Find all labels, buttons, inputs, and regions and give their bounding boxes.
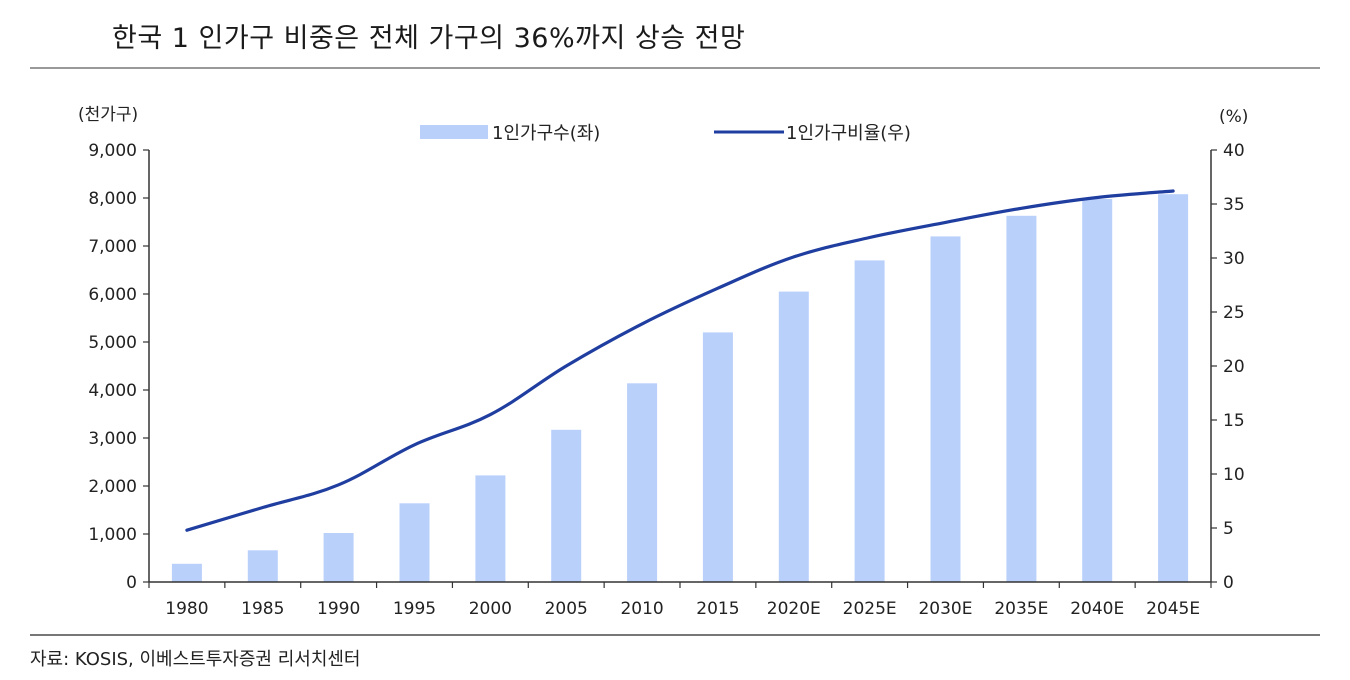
x-tick-label: 1995	[393, 599, 436, 619]
x-tick-label: 2020E	[767, 599, 821, 619]
legend-bar-swatch	[420, 125, 488, 139]
right-axis-ticks: 0 5 10 15 20 25 30 35 40	[1211, 141, 1245, 593]
y-left-tick-label: 0	[126, 573, 137, 593]
y-right-tick-label: 40	[1223, 141, 1245, 161]
chart: (천가구) (%) 1인가구수(좌) 1인가구비율(우) 0 1,000 2,000…	[78, 105, 1248, 619]
source-note: 자료: KOSIS, 이베스트투자증권 리서치센터	[30, 649, 361, 670]
y-right-tick-label: 30	[1223, 249, 1245, 269]
bar-2030E	[930, 236, 961, 582]
y-right-axis-label: (%)	[1219, 107, 1248, 127]
bar-1985	[247, 550, 278, 582]
y-left-tick-label: 5,000	[88, 333, 137, 353]
bar-2020E	[778, 291, 809, 582]
y-left-tick-label: 2,000	[88, 477, 137, 497]
y-right-tick-label: 5	[1223, 519, 1234, 539]
y-left-tick-label: 4,000	[88, 381, 137, 401]
bar-1980	[171, 563, 202, 582]
x-tick-label: 2015	[696, 599, 739, 619]
bar-2000	[475, 475, 506, 582]
ratio-line	[185, 189, 1175, 532]
axes	[148, 150, 1212, 583]
y-left-tick-label: 6,000	[88, 285, 137, 305]
line-series	[185, 189, 1175, 532]
bar-2010	[627, 383, 658, 582]
bar-1995	[399, 503, 430, 582]
legend-bar-label: 1인가구수(좌)	[492, 123, 600, 144]
legend-line-label: 1인가구비율(우)	[786, 123, 911, 144]
bar-2025E	[854, 260, 885, 582]
x-tick-label: 2040E	[1070, 599, 1124, 619]
page-title: 한국 1 인가구 비중은 전체 가구의 36%까지 상승 전망	[112, 23, 746, 54]
y-right-tick-label: 15	[1223, 411, 1245, 431]
bar-2040E	[1082, 199, 1113, 582]
bar-series	[171, 194, 1189, 583]
x-axis-labels: 1980 1985 1990 1995 2000 2005 2010 2015 2020E 202…	[148, 582, 1212, 619]
x-tick-label: 2010	[620, 599, 663, 619]
bar-2045E	[1158, 194, 1189, 582]
x-tick-label: 2030E	[918, 599, 972, 619]
y-left-tick-label: 9,000	[88, 141, 137, 161]
title-divider	[30, 67, 1320, 69]
left-axis-ticks: 0 1,000 2,000 3,000 4,000 5,000 6,000 7,000 8,00…	[88, 141, 149, 593]
x-tick-label: 2025E	[843, 599, 897, 619]
bar-2015	[702, 332, 733, 582]
x-tick-label: 1980	[165, 599, 208, 619]
y-left-tick-label: 8,000	[88, 189, 137, 209]
bar-1990	[323, 533, 354, 582]
x-tick-label: 2035E	[994, 599, 1048, 619]
y-right-tick-label: 25	[1223, 303, 1245, 323]
y-right-tick-label: 10	[1223, 465, 1245, 485]
y-right-tick-label: 35	[1223, 195, 1245, 215]
x-tick-label: 2005	[545, 599, 588, 619]
x-tick-label: 2000	[469, 599, 512, 619]
y-right-tick-label: 0	[1223, 573, 1234, 593]
footer-divider	[30, 634, 1320, 636]
y-right-tick-label: 20	[1223, 357, 1245, 377]
y-left-axis-label: (천가구)	[78, 105, 138, 125]
x-tick-label: 2045E	[1146, 599, 1200, 619]
x-tick-label: 1985	[241, 599, 284, 619]
y-left-tick-label: 1,000	[88, 525, 137, 545]
bar-2035E	[1006, 215, 1037, 583]
y-left-tick-label: 3,000	[88, 429, 137, 449]
bar-2005	[551, 429, 582, 582]
legend: 1인가구수(좌) 1인가구비율(우)	[420, 123, 911, 144]
x-tick-label: 1990	[317, 599, 360, 619]
y-left-tick-label: 7,000	[88, 237, 137, 257]
